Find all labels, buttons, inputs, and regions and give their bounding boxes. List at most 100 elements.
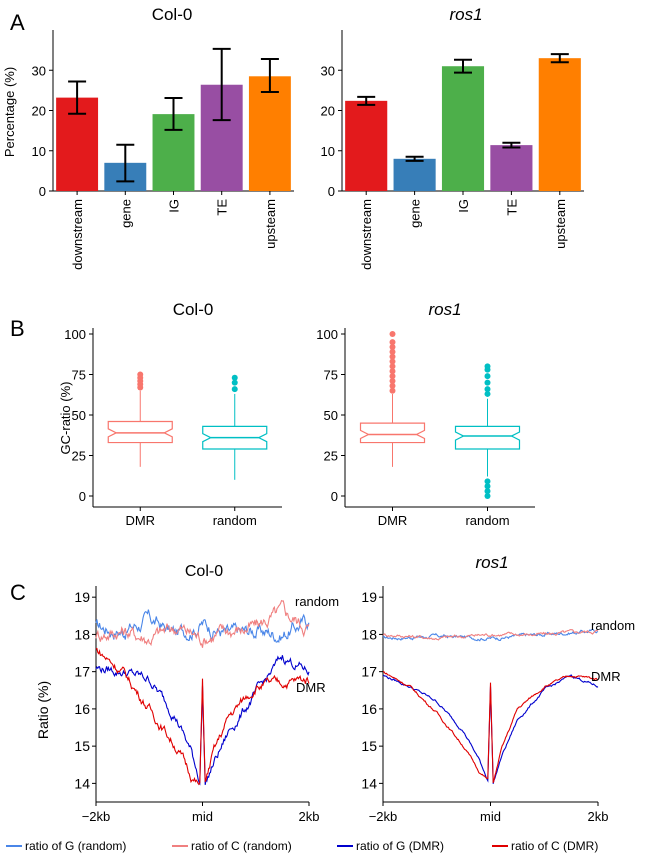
box	[454, 425, 521, 450]
chart-a-ros1-title: ros1	[449, 5, 482, 24]
box-outlier	[389, 363, 396, 370]
box-outlier	[231, 379, 238, 386]
y-tick-label: 75	[72, 368, 86, 383]
box-outlier	[389, 368, 396, 375]
y-tick-label: 25	[324, 449, 338, 464]
legend-label: ratio of G (random)	[25, 839, 126, 853]
box-outlier	[389, 348, 396, 355]
y-tick-label: 30	[32, 63, 46, 78]
chart-c-col0-plot: 14 15 16 17 18 19 −2kb mid 2kb random DMR	[74, 586, 339, 824]
y-tick-label: 15	[361, 738, 377, 754]
x-tick-label: downstream	[359, 199, 374, 270]
bar	[248, 76, 291, 191]
y-tick-label: 16	[361, 701, 377, 717]
box	[107, 420, 173, 444]
y-tick-label: 100	[64, 327, 86, 342]
x-tick-label: random	[213, 513, 257, 528]
annotation-dmr: DMR	[296, 680, 326, 695]
panel-label-c: C	[10, 580, 26, 605]
x-tick-label: upsteam	[263, 199, 278, 249]
chart-b-col0: Col-0 GC-ratio (%) 0 25 50 75 100 DMR random	[58, 300, 282, 528]
x-tick-label: mid	[192, 809, 213, 824]
box-outlier	[484, 373, 491, 380]
box-outlier	[484, 478, 491, 485]
y-tick-label: 19	[74, 589, 90, 605]
x-tick-label: 2kb	[588, 809, 609, 824]
box-outlier	[389, 377, 396, 384]
y-tick-label: 10	[32, 144, 46, 159]
box-outlier	[484, 390, 491, 397]
legend-label: ratio of C (DMR)	[511, 839, 598, 853]
panel-label-b: B	[10, 316, 25, 341]
bar	[538, 58, 581, 191]
x-tick-label: −2kb	[82, 809, 111, 824]
x-tick-label: upsteam	[553, 199, 568, 249]
y-tick-label: 75	[324, 368, 338, 383]
legend: ratio of G (random) ratio of C (random) …	[6, 839, 598, 853]
box	[359, 422, 426, 444]
y-tick-label: 25	[72, 449, 86, 464]
bar	[490, 145, 533, 191]
x-tick-label: DMR	[125, 513, 155, 528]
legend-item-g-random: ratio of G (random)	[6, 839, 126, 853]
box-outlier	[484, 386, 491, 393]
y-tick-label: 17	[74, 664, 90, 680]
chart-b-ros1-plot: 0 25 50 75 100 DMR random	[316, 327, 535, 528]
y-tick-label: 0	[39, 184, 46, 199]
chart-a-col0-ylabel: Percentage (%)	[2, 67, 17, 157]
y-tick-label: 100	[316, 327, 338, 342]
x-tick-label: downstream	[70, 199, 85, 270]
box-outlier	[231, 386, 238, 393]
y-tick-label: 18	[361, 626, 377, 642]
y-tick-label: 20	[32, 104, 46, 119]
chart-b-col0-title: Col-0	[173, 300, 214, 319]
legend-label: ratio of C (random)	[191, 839, 292, 853]
x-tick-label: −2kb	[369, 809, 398, 824]
series-line	[95, 599, 310, 648]
y-tick-label: 17	[361, 664, 377, 680]
box-outlier	[389, 358, 396, 365]
annotation-random: random	[295, 594, 339, 609]
box-outlier	[389, 339, 396, 346]
chart-b-ros1: ros1 0 25 50 75 100 DMR random	[316, 300, 535, 528]
y-tick-label: 18	[74, 626, 90, 642]
box-outlier	[484, 493, 491, 499]
legend-item-c-random: ratio of C (random)	[172, 839, 292, 853]
box-outlier	[484, 488, 491, 495]
series-line	[95, 609, 310, 644]
annotation-random: random	[591, 618, 635, 633]
box-outlier	[484, 379, 491, 386]
box-outlier	[231, 374, 238, 381]
chart-a-ros1-plot: 0 10 20 30 downstream gene IG TE upsteam	[321, 30, 584, 270]
y-tick-label: 0	[79, 489, 86, 504]
series-line	[95, 655, 310, 786]
box-outlier	[484, 363, 491, 370]
chart-a-ros1: ros1 0 10 20 30 downstream gene IG TE upsteam	[321, 5, 584, 270]
chart-b-ros1-title: ros1	[428, 300, 461, 319]
x-tick-label: IG	[167, 199, 182, 213]
y-tick-label: 0	[328, 184, 335, 199]
y-tick-label: 30	[321, 63, 335, 78]
chart-c-ros1-title: ros1	[475, 553, 508, 572]
bar	[441, 66, 485, 191]
x-tick-label: TE	[504, 199, 519, 216]
x-tick-label: random	[465, 513, 509, 528]
x-tick-label: mid	[480, 809, 501, 824]
box-outlier	[389, 331, 396, 337]
legend-item-g-dmr: ratio of G (DMR)	[337, 839, 444, 853]
legend-label: ratio of G (DMR)	[356, 839, 444, 853]
chart-c-col0-title: Col-0	[185, 563, 223, 580]
chart-a-col0-title: Col-0	[152, 5, 193, 24]
y-tick-label: 50	[324, 408, 338, 423]
x-tick-label: DMR	[378, 513, 408, 528]
y-tick-label: 50	[72, 408, 86, 423]
legend-item-c-dmr: ratio of C (DMR)	[492, 839, 598, 853]
x-tick-label: IG	[456, 199, 471, 213]
box-outlier	[389, 387, 396, 394]
chart-c-col0: Col-0 Ratio (%) 14 15 16 17 18 19 −2kb mid 2kb ra…	[35, 563, 339, 824]
y-tick-label: 0	[331, 489, 338, 504]
series-line	[382, 628, 599, 642]
y-tick-label: 14	[361, 775, 377, 791]
chart-a-col0: Col-0 Percentage (%) 0 10 20 30 downstream ge…	[2, 5, 294, 270]
